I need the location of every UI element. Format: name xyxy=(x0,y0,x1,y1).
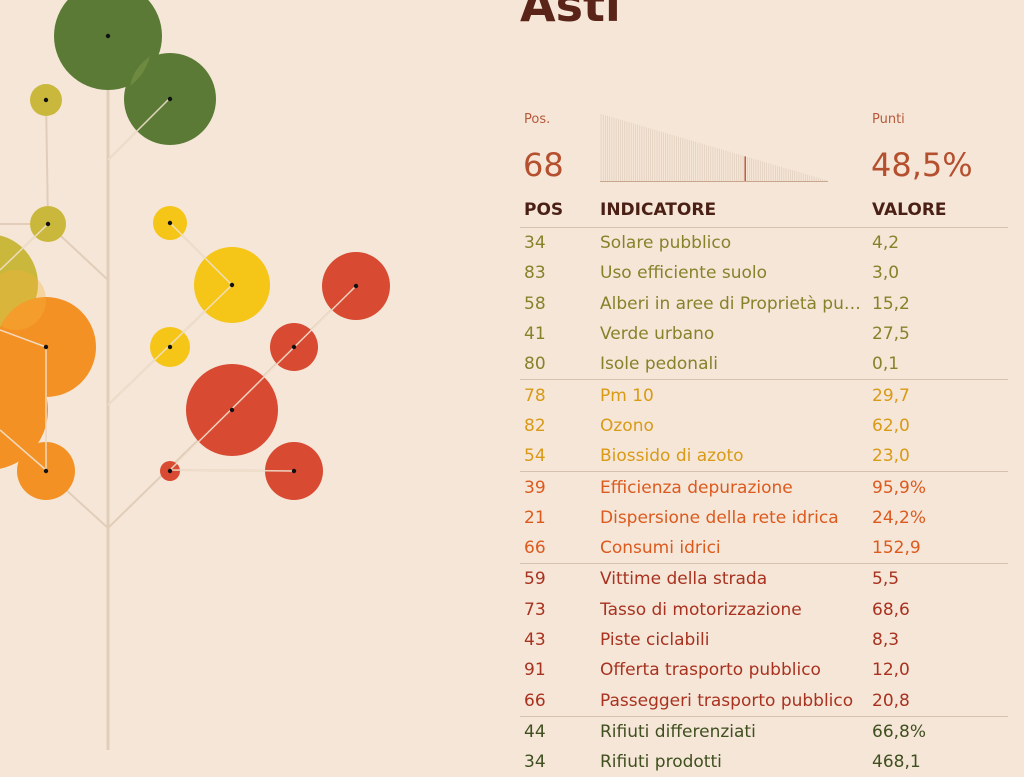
header-pos: POS xyxy=(524,200,564,220)
row-indicator: Passeggeri trasporto pubblico xyxy=(600,690,854,711)
row-indicator: Ozono xyxy=(600,415,654,436)
row-value: 15,2 xyxy=(872,293,910,314)
table-row: 34 Rifiuti prodotti 468,1 xyxy=(520,747,1008,777)
row-value: 29,7 xyxy=(872,385,910,406)
header-indicator: INDICATORE xyxy=(600,200,717,220)
table-row: 73 Tasso di motorizzazione 68,6 xyxy=(520,595,1008,625)
row-pos: 80 xyxy=(524,354,546,375)
row-value: 23,0 xyxy=(872,446,910,467)
row-pos: 54 xyxy=(524,446,546,467)
row-indicator: Pm 10 xyxy=(600,385,654,406)
row-pos: 83 xyxy=(524,263,546,284)
row-pos: 43 xyxy=(524,630,546,650)
tree-node-green xyxy=(54,0,162,90)
table-row: 34 Solare pubblico 4,2 xyxy=(520,228,1008,258)
city-title: Asti xyxy=(520,0,621,32)
table-row: 44 Rifiuti differenziati 66,8% xyxy=(520,715,1008,747)
table-row: 41 Verde urbano 27,5 xyxy=(520,319,1008,349)
table-row: 59 Vittime della strada 5,5 xyxy=(520,563,1008,594)
table-row: 43 Piste ciclabili 8,3 xyxy=(520,625,1008,655)
row-indicator: Solare pubblico xyxy=(600,233,732,254)
table-row: 21 Dispersione della rete idrica 24,2% xyxy=(520,503,1008,533)
row-value: 62,0 xyxy=(872,415,910,436)
row-pos: 58 xyxy=(524,293,546,314)
header-value: VALORE xyxy=(872,200,947,220)
points-label: Punti xyxy=(872,112,905,127)
points-value: 48,5% xyxy=(871,146,973,184)
tree-node-orange xyxy=(0,351,48,469)
table-row: 83 Uso efficiente suolo 3,0 xyxy=(520,258,1008,288)
row-indicator: Rifiuti differenziati xyxy=(600,721,756,742)
row-value: 4,2 xyxy=(872,233,900,254)
row-pos: 78 xyxy=(524,385,546,406)
row-pos: 44 xyxy=(524,721,546,742)
row-indicator: Verde urbano xyxy=(600,324,715,345)
table-row: 58 Alberi in aree di Proprietà pubblica 15… xyxy=(520,289,1008,319)
row-value: 3,0 xyxy=(872,263,900,284)
table-row: 54 Biossido di azoto 23,0 xyxy=(520,441,1008,471)
table-row: 91 Offerta trasporto pubblico 12,0 xyxy=(520,655,1008,685)
row-value: 24,2% xyxy=(872,507,927,528)
row-value: 8,3 xyxy=(872,630,900,650)
row-indicator: Uso efficiente suolo xyxy=(600,263,767,284)
row-indicator: Biossido di azoto xyxy=(600,446,744,467)
row-indicator: Piste ciclabili xyxy=(600,630,710,650)
row-value: 68,6 xyxy=(872,599,910,620)
table-row: 80 Isole pedonali 0,1 xyxy=(520,349,1008,379)
position-label: Pos. xyxy=(524,112,551,127)
row-pos: 82 xyxy=(524,415,546,436)
tree-node-dots xyxy=(43,33,359,474)
position-value: 68 xyxy=(523,146,564,184)
row-indicator: Rifiuti prodotti xyxy=(600,752,722,773)
table-row: 66 Passeggeri trasporto pubblico 20,8 xyxy=(520,685,1008,715)
row-pos: 73 xyxy=(524,599,546,620)
row-indicator: Isole pedonali xyxy=(600,354,718,375)
table-row: 66 Consumi idrici 152,9 xyxy=(520,533,1008,563)
row-pos: 39 xyxy=(524,477,546,498)
row-value: 152,9 xyxy=(872,538,921,559)
row-pos: 41 xyxy=(524,324,546,345)
row-value: 95,9% xyxy=(872,477,927,498)
indicator-table: 34 Solare pubblico 4,2 83 Uso efficiente suo… xyxy=(520,228,1008,777)
row-value: 20,8 xyxy=(872,690,910,711)
row-indicator: Vittime della strada xyxy=(600,569,768,590)
row-value: 12,0 xyxy=(872,660,910,681)
row-pos: 66 xyxy=(524,690,546,711)
row-indicator: Offerta trasporto pubblico xyxy=(600,660,821,681)
ranking-sparkline xyxy=(600,114,828,182)
row-pos: 34 xyxy=(524,752,546,773)
header-divider xyxy=(520,227,1008,228)
row-value: 66,8% xyxy=(872,721,927,742)
row-value: 5,5 xyxy=(872,569,900,590)
row-indicator: Alberi in aree di Proprietà pubblica xyxy=(600,293,865,314)
row-pos: 91 xyxy=(524,660,546,681)
row-indicator: Dispersione della rete idrica xyxy=(600,507,839,528)
table-row: 78 Pm 10 29,7 xyxy=(520,379,1008,410)
table-row: 39 Efficienza depurazione 95,9% xyxy=(520,471,1008,502)
row-value: 0,1 xyxy=(872,354,900,375)
row-pos: 34 xyxy=(524,233,546,254)
row-value: 27,5 xyxy=(872,324,910,345)
row-indicator: Consumi idrici xyxy=(600,538,721,559)
tree-illustration xyxy=(0,0,390,750)
row-pos: 21 xyxy=(524,507,546,528)
table-row: 82 Ozono 62,0 xyxy=(520,411,1008,441)
row-pos: 59 xyxy=(524,569,546,590)
row-indicator: Tasso di motorizzazione xyxy=(600,599,802,620)
row-indicator: Efficienza depurazione xyxy=(600,477,793,498)
row-value: 468,1 xyxy=(872,752,921,773)
row-pos: 66 xyxy=(524,538,546,559)
